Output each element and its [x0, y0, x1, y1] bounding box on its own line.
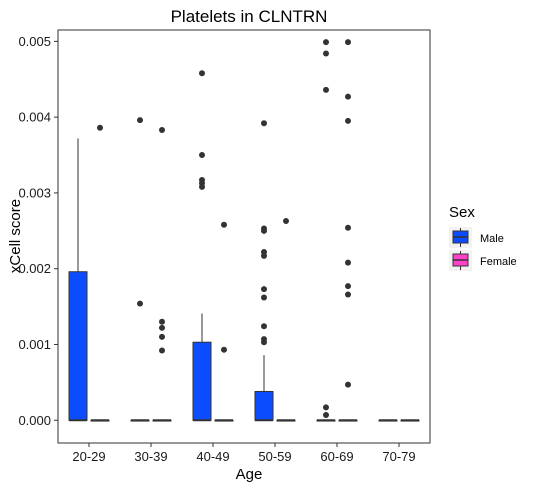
outlier-point [199, 70, 205, 77]
outlier-point [261, 252, 267, 259]
outlier-point [199, 183, 205, 190]
outlier-point [323, 411, 329, 418]
legend: Sex Male Female [449, 204, 517, 271]
outlier-point [199, 152, 205, 159]
x-tick-label: 50-59 [258, 449, 291, 464]
y-tick-label: 0.001 [18, 337, 51, 352]
x-tick-label: 40-49 [196, 449, 229, 464]
y-axis: 0.000 0.001 0.002 0.003 0.004 0.005 [18, 34, 58, 428]
y-tick-label: 0.005 [18, 34, 51, 49]
box-male-50-59 [254, 120, 274, 422]
outlier-point [97, 124, 103, 131]
x-tick-label: 30-39 [134, 449, 167, 464]
outlier-point [261, 294, 267, 301]
y-tick-label: 0.003 [18, 185, 51, 200]
box-female-40-49 [214, 221, 234, 422]
outlier-point [221, 346, 227, 353]
outlier-point [323, 404, 329, 411]
outlier-point [345, 291, 351, 298]
chart-title: Platelets in CLNTRN [171, 7, 328, 26]
outlier-point [159, 347, 165, 354]
outlier-point [159, 324, 165, 331]
box-female-70-79 [400, 419, 420, 422]
legend-label-female: Female [480, 256, 517, 268]
outlier-point [345, 259, 351, 266]
outlier-point [261, 323, 267, 330]
box-body [192, 341, 212, 421]
y-tick-label: 0.004 [18, 110, 51, 125]
outlier-point [261, 120, 267, 127]
outlier-point [323, 50, 329, 57]
outlier-point [159, 127, 165, 134]
outlier-point [345, 224, 351, 231]
box-female-30-39 [152, 127, 172, 422]
plot-panel [57, 29, 431, 444]
box-female-20-29 [90, 124, 110, 422]
box-male-60-69 [316, 39, 336, 422]
outlier-point [159, 333, 165, 340]
outlier-point [261, 286, 267, 293]
outlier-point [345, 39, 351, 46]
x-tick-label: 70-79 [382, 449, 415, 464]
outlier-point [261, 227, 267, 234]
box-male-40-49 [192, 70, 212, 422]
box-male-30-39 [130, 117, 150, 422]
x-tick-label: 20-29 [72, 449, 105, 464]
legend-key-male [449, 227, 472, 248]
outlier-point [345, 381, 351, 388]
box-female-60-69 [338, 39, 358, 422]
box-female-50-59 [276, 217, 296, 422]
y-axis-title: xCell score [7, 199, 24, 273]
box-body [254, 390, 274, 421]
y-tick-label: 0.000 [18, 413, 51, 428]
outlier-point [261, 339, 267, 346]
outlier-point [345, 283, 351, 290]
outlier-point [345, 117, 351, 124]
box-male-70-79 [378, 419, 398, 422]
x-axis: 20-29 30-39 40-49 50-59 60-69 70-79 [72, 443, 416, 464]
legend-title: Sex [449, 204, 475, 221]
outlier-point [137, 117, 143, 124]
legend-key-female [449, 250, 472, 271]
outlier-point [221, 221, 227, 228]
outlier-point [345, 93, 351, 100]
x-axis-title: Age [236, 466, 263, 483]
plot-layer [68, 39, 420, 422]
outlier-point [323, 86, 329, 93]
legend-label-male: Male [480, 233, 504, 245]
outlier-point [137, 300, 143, 307]
outlier-point [323, 39, 329, 46]
y-tick-label: 0.002 [18, 261, 51, 276]
box-body [68, 271, 88, 421]
outlier-point [283, 217, 289, 224]
box-male-20-29 [68, 138, 88, 422]
outlier-point [159, 318, 165, 325]
x-tick-label: 60-69 [320, 449, 353, 464]
